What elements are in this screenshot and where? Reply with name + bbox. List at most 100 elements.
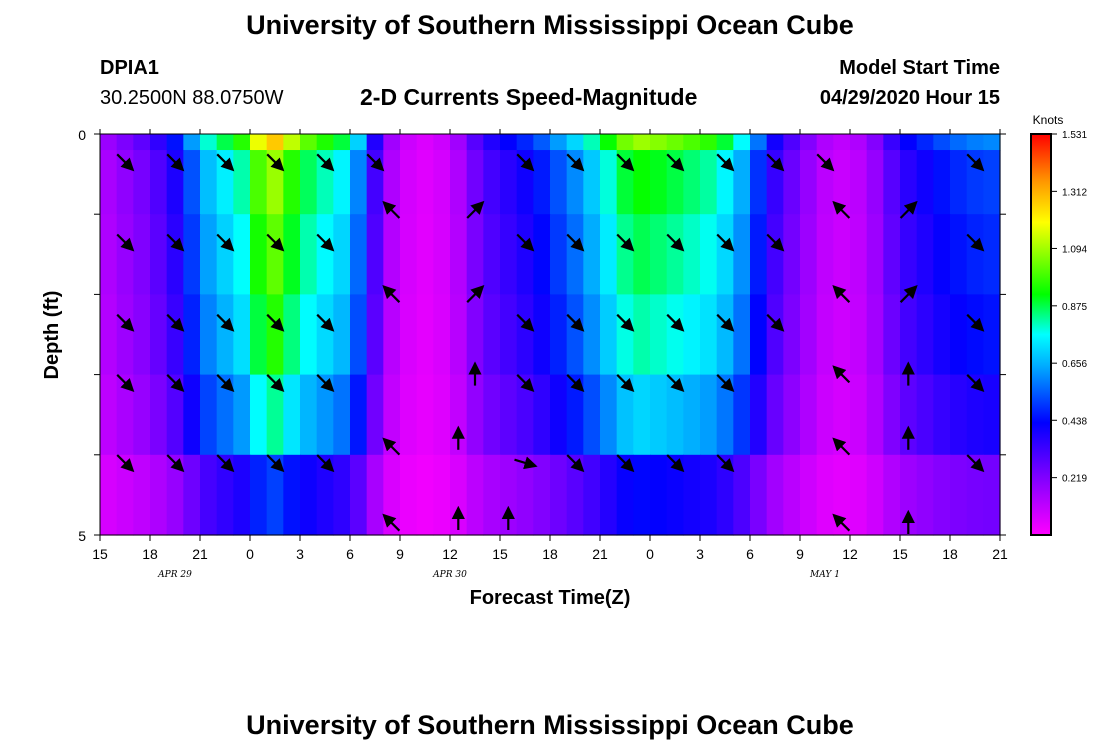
heatmap-cell xyxy=(716,150,734,215)
heatmap-cell xyxy=(716,214,734,295)
heatmap-cell xyxy=(216,214,234,295)
heatmap-cell xyxy=(250,374,268,456)
heatmap-cell xyxy=(800,214,818,295)
heatmap-cell xyxy=(166,134,184,151)
heatmap-cell xyxy=(266,214,284,295)
heatmap-cell xyxy=(516,150,534,215)
current-vector-arrow xyxy=(316,454,335,473)
heatmap-cell xyxy=(216,374,234,456)
heatmap-cell xyxy=(650,150,668,215)
heatmap-cell xyxy=(433,134,451,151)
heatmap-cell xyxy=(866,454,884,536)
heatmap-cell xyxy=(133,214,151,295)
current-vector-arrow xyxy=(666,374,685,392)
current-vector-arrow xyxy=(266,313,285,332)
heatmap-cell xyxy=(216,134,234,151)
heatmap-cell xyxy=(750,150,768,215)
heatmap-cell xyxy=(300,294,318,376)
current-vector-arrow xyxy=(382,285,401,303)
heatmap-cell xyxy=(766,134,784,151)
heatmap-cell xyxy=(566,454,584,536)
heatmap-cell xyxy=(333,214,351,295)
current-vector-arrow xyxy=(616,153,635,172)
heatmap-cell xyxy=(550,454,568,536)
current-vector-arrow xyxy=(566,153,585,172)
heatmap-cell xyxy=(800,150,818,215)
heatmap-cell xyxy=(433,150,451,215)
heatmap-cell xyxy=(583,150,601,215)
current-vector-arrow xyxy=(216,233,235,252)
heatmap-cell xyxy=(200,214,218,295)
heatmap-cell xyxy=(200,150,218,215)
heatmap-cell xyxy=(316,374,334,456)
heatmap-cell xyxy=(416,294,434,376)
heatmap-cell xyxy=(450,150,468,215)
x-tick-label: 12 xyxy=(842,546,858,562)
heatmap-cell xyxy=(133,374,151,456)
current-vector-arrow xyxy=(716,454,735,473)
heatmap-cell xyxy=(600,214,618,295)
heatmap-cell xyxy=(283,134,301,151)
heatmap-cell xyxy=(150,214,168,295)
heatmap-cell xyxy=(116,134,134,151)
heatmap-cell xyxy=(650,294,668,376)
heatmap-cell xyxy=(916,294,934,376)
heatmap-cell xyxy=(666,374,684,456)
heatmap-cell xyxy=(400,294,418,376)
current-vector-arrow xyxy=(216,313,235,332)
current-vector-arrow xyxy=(966,233,985,252)
heatmap-cell xyxy=(400,214,418,295)
heatmap-cell xyxy=(516,454,534,536)
heatmap-cell xyxy=(500,134,518,151)
heatmap-cell xyxy=(750,294,768,376)
heatmap-cell xyxy=(700,294,718,376)
heatmap-cell xyxy=(466,454,484,536)
heatmap-cell xyxy=(733,294,751,376)
current-vector-arrow xyxy=(316,153,335,172)
heatmap-cell xyxy=(300,454,318,536)
heatmap-cell xyxy=(983,454,1001,536)
colorbar-tick-label: 0.875 xyxy=(1062,302,1087,313)
current-vector-arrow xyxy=(716,313,735,332)
station-coords: 30.2500N 88.0750W xyxy=(100,87,284,109)
heatmap-cell xyxy=(416,150,434,215)
heatmap-cell xyxy=(533,150,551,215)
model-start-label: Model Start Time xyxy=(839,57,1000,79)
heatmap-cell xyxy=(283,150,301,215)
current-vector-arrow xyxy=(316,233,335,252)
current-vector-arrow xyxy=(166,374,185,392)
current-vector-arrow xyxy=(566,233,585,252)
heatmap-cell xyxy=(333,134,351,151)
heatmap-cell xyxy=(933,134,951,151)
model-start-value: 04/29/2020 Hour 15 xyxy=(819,87,1000,109)
heatmap-cell xyxy=(966,214,984,295)
heatmap-cell xyxy=(783,150,801,215)
heatmap-cell xyxy=(966,134,984,151)
heatmap-cell xyxy=(850,294,868,376)
x-tick-label: 15 xyxy=(92,546,108,562)
heatmap-cell xyxy=(400,134,418,151)
heatmap-cell xyxy=(150,134,168,151)
heatmap-cell xyxy=(616,454,634,536)
heatmap-cell xyxy=(816,214,834,295)
current-vector-arrow xyxy=(166,313,185,332)
heatmap-cell xyxy=(500,214,518,295)
heatmap-cell xyxy=(683,374,701,456)
heatmap-cell xyxy=(133,294,151,376)
x-tick-label: 12 xyxy=(442,546,458,562)
current-vector-arrow xyxy=(216,374,235,392)
heatmap-cell xyxy=(483,214,501,295)
heatmap-cell xyxy=(350,294,368,376)
heatmap-cell xyxy=(733,374,751,456)
current-vector-arrow xyxy=(516,153,535,172)
heatmap-cell xyxy=(266,150,284,215)
heatmap-cell xyxy=(883,374,901,456)
heatmap-cell xyxy=(150,294,168,376)
heatmap-cells xyxy=(100,134,1001,536)
heatmap-cell xyxy=(633,454,651,536)
heatmap-cell xyxy=(383,374,401,456)
heatmap-cell xyxy=(316,294,334,376)
heatmap-cell xyxy=(433,294,451,376)
heatmap-cell xyxy=(350,374,368,456)
